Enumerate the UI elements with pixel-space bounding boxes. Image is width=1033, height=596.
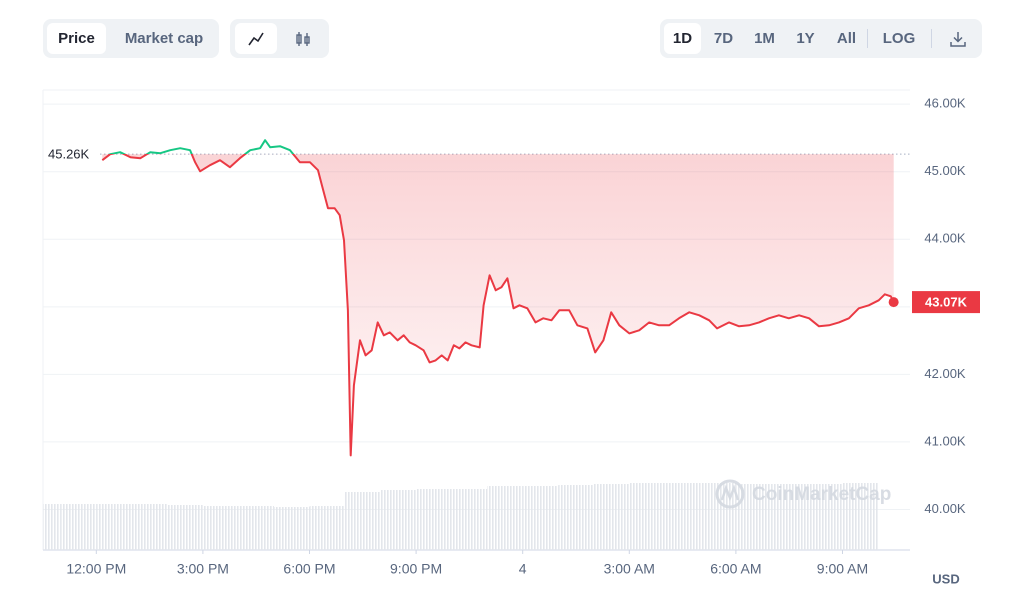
- volume-bar: [309, 506, 346, 550]
- volume-bar: [345, 492, 381, 550]
- watermark-logo: [715, 479, 745, 509]
- last-price-label: 43.07K: [925, 295, 968, 310]
- candle-chart-button[interactable]: [282, 23, 324, 54]
- volume-bar: [273, 507, 310, 550]
- download-button[interactable]: [940, 23, 976, 54]
- y-tick-label: 43.00K: [924, 298, 966, 313]
- range-tab[interactable]: 1D: [664, 23, 701, 54]
- line-chart-button[interactable]: [235, 23, 277, 54]
- x-tick-label: 4: [519, 561, 527, 577]
- x-tick-label: 3:00 AM: [604, 561, 655, 577]
- volume-bar: [771, 484, 807, 550]
- watermark-logo: [720, 484, 740, 502]
- volume-bar: [416, 489, 452, 550]
- volume-bar: [629, 483, 665, 550]
- price-area: [102, 154, 894, 456]
- range-tabs: LOG 1D 7D 1M 1Y All: [660, 19, 982, 58]
- y-tick-label: 40.00K: [924, 501, 966, 516]
- y-tick-label: 44.00K: [924, 231, 966, 246]
- volume-bar: [131, 504, 168, 550]
- range-tab[interactable]: 7D: [713, 30, 734, 47]
- reference-label: 45.26K: [48, 147, 90, 162]
- volume-bar: [558, 485, 594, 550]
- divider: [931, 29, 932, 48]
- range-tab[interactable]: 1M: [754, 30, 775, 47]
- range-tab[interactable]: All: [836, 30, 857, 47]
- volume-bar: [522, 486, 559, 550]
- y-tick-label: 46.00K: [924, 96, 966, 111]
- divider: [867, 29, 868, 48]
- x-tick-label: 6:00 PM: [283, 561, 335, 577]
- x-tick-label: 9:00 AM: [817, 561, 868, 577]
- metric-tab[interactable]: Price: [47, 23, 106, 54]
- log-button[interactable]: LOG: [882, 30, 916, 47]
- range-tab[interactable]: 1Y: [796, 30, 815, 47]
- chart-style-tabs: [230, 19, 329, 58]
- x-tick-label: 9:00 PM: [390, 561, 442, 577]
- volume-bar: [487, 486, 523, 550]
- y-tick-label: 41.00K: [924, 433, 966, 448]
- y-tick-label: 45.00K: [924, 163, 966, 178]
- y-tick-label: 42.00K: [924, 366, 966, 381]
- watermark: CoinMarketCap: [715, 479, 891, 509]
- price-line: [101, 139, 895, 457]
- metric-tab[interactable]: Market cap: [124, 30, 204, 47]
- volume-bar: [842, 483, 879, 550]
- x-tick-label: 6:00 AM: [710, 561, 761, 577]
- volume-bar: [43, 504, 61, 550]
- volume-bar: [735, 484, 772, 550]
- volume-bar: [96, 504, 132, 550]
- volume-bar: [202, 506, 239, 550]
- volume-bar: [806, 484, 843, 550]
- x-tick-label: 3:00 PM: [177, 561, 229, 577]
- volume-bar: [451, 489, 488, 550]
- volume-bar: [593, 484, 630, 550]
- volume-bar: [167, 505, 203, 550]
- volume-bar: [380, 490, 417, 550]
- metric-tabs: Price Market cap: [43, 19, 219, 58]
- last-price-dot: [888, 297, 899, 308]
- volume-bar: [700, 483, 736, 550]
- x-tick-label: 12:00 PM: [66, 561, 126, 577]
- volume-bar: [238, 506, 274, 550]
- last-price-badge: [912, 291, 980, 314]
- volume-bar: [664, 483, 701, 550]
- volume-bar: [60, 504, 97, 550]
- currency-label: USD: [932, 571, 959, 586]
- watermark-text: CoinMarketCap: [752, 484, 891, 505]
